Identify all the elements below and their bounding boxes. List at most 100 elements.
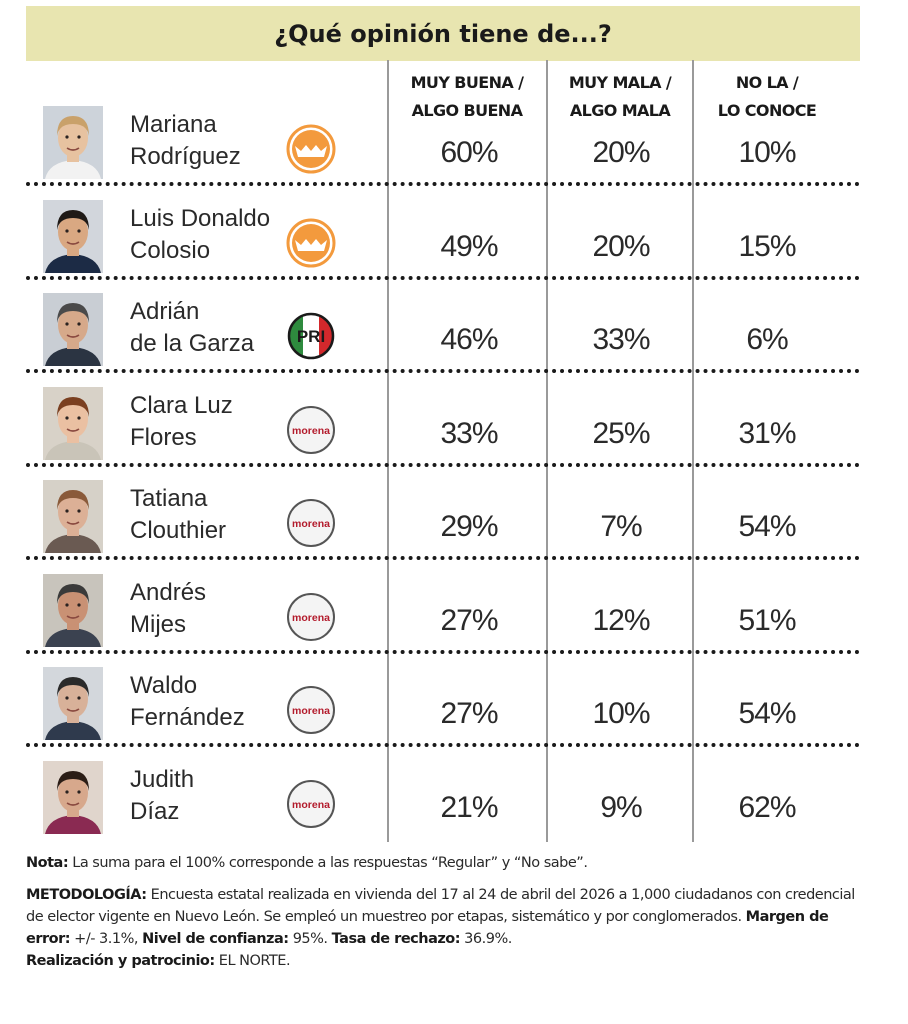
morena-logo: morena [286, 685, 336, 735]
metodologia-paragraph: METODOLOGÍA: Encuesta estatal realizada … [26, 884, 866, 972]
candidate-photo [43, 760, 103, 834]
table-row: Judith Díaz morena 21% 9% 62% [26, 748, 860, 841]
rechazo-label: Tasa de rechazo: [331, 931, 461, 947]
value-good: 21% [440, 790, 498, 824]
morena-logo-text: morena [292, 799, 330, 811]
candidate-name-line: Clara Luz [130, 391, 233, 419]
candidate-name-line: Mijes [130, 610, 187, 638]
value-good: 60% [440, 136, 498, 169]
realizacion-label: Realización y patrocinio: [26, 953, 215, 969]
value-unknown: 10% [738, 136, 796, 169]
candidate-name-line: Mariana [130, 111, 217, 138]
value-unknown: 15% [738, 229, 796, 263]
value-good: 27% [440, 697, 498, 730]
margen-label: Margen de error: [26, 909, 829, 947]
metodologia-text: Encuesta estatal realizada en vivienda d… [26, 887, 855, 925]
value-bad: 10% [592, 697, 650, 730]
morena-logo-text: morena [292, 518, 330, 530]
morena-logo: morena [286, 405, 336, 455]
value-good: 49% [440, 229, 498, 263]
candidate-name: Tatiana Clouthier [130, 483, 300, 547]
rechazo-value: 36.9%. [464, 931, 512, 947]
candidate-photo [43, 480, 103, 553]
column-header-line: ALGO MALA [569, 101, 671, 120]
morena-logo: morena [286, 592, 336, 642]
pri-logo-text: PRI [297, 327, 325, 346]
column-header-unknown: NO LA / LO CONOCE [694, 66, 840, 128]
value-bad: 20% [592, 136, 650, 169]
candidate-photo [43, 667, 103, 740]
value-good: 27% [440, 603, 498, 637]
candidate-name-line: Díaz [130, 797, 180, 825]
table-row: Clara Luz Flores morena 33% 25% 31% [26, 374, 860, 467]
candidate-name: Waldo Fernández [130, 670, 300, 734]
column-header-bad: MUY MALA / ALGO MALA [548, 66, 692, 128]
value-bad: 20% [592, 229, 650, 263]
row-separator [26, 369, 860, 373]
chart-title: ¿Qué opinión tiene de...? [26, 6, 860, 61]
morena-logo-text: morena [292, 705, 330, 717]
candidate-name: Andrés Mijes [130, 577, 300, 641]
candidate-name: Adrián de la Garza [130, 296, 300, 360]
table-row: Luis Donaldo Colosio 49% 20% 15% [26, 187, 860, 280]
morena-logo-text: morena [292, 612, 330, 624]
table-row: Andrés Mijes morena 27% 12% 51% [26, 561, 860, 654]
candidate-name-line: Luis Donaldo [130, 204, 271, 232]
candidate-name: Judith Díaz [130, 764, 300, 828]
candidate-photo [43, 386, 103, 460]
value-unknown: 62% [738, 790, 796, 824]
candidate-name-line: Judith [130, 765, 195, 793]
row-separator [26, 743, 860, 747]
candidate-name-line: Clouthier [130, 517, 227, 544]
value-bad: 12% [592, 603, 650, 637]
realizacion-value: EL NORTE. [218, 953, 291, 969]
value-unknown: 6% [746, 323, 788, 356]
candidate-photo [43, 106, 103, 179]
column-header-line: MUY BUENA / [410, 73, 524, 92]
value-bad: 7% [600, 510, 642, 543]
candidate-name: Clara Luz Flores [130, 390, 300, 454]
row-separator [26, 275, 860, 280]
value-unknown: 51% [738, 603, 796, 637]
morena-logo: morena [286, 498, 336, 548]
column-header-line: NO LA / [735, 73, 799, 92]
candidate-photo [43, 199, 103, 273]
value-good: 33% [440, 416, 498, 450]
candidate-photo [43, 573, 103, 647]
confianza-value: 95%. [292, 931, 328, 947]
table-row: Adrián de la Garza PRI 46% 33% 6% [26, 280, 860, 373]
pri-logo: PRI [286, 311, 336, 361]
column-header-line: MUY MALA / [568, 73, 672, 92]
candidate-name: Mariana Rodríguez [130, 109, 300, 173]
value-bad: 25% [592, 416, 650, 450]
value-good: 29% [440, 510, 498, 543]
column-header-line: LO CONOCE [717, 101, 817, 120]
value-bad: 9% [600, 790, 642, 824]
table-row: Waldo Fernández morena 27% 10% 54% [26, 654, 860, 747]
candidate-name-line: Flores [130, 423, 197, 451]
metodologia-label: METODOLOGÍA: [26, 887, 147, 903]
value-unknown: 54% [738, 510, 796, 543]
row-separator [26, 649, 860, 654]
confianza-label: Nivel de confianza: [142, 931, 289, 947]
column-divider [387, 60, 389, 842]
nota-label: Nota: [26, 855, 69, 871]
table-row: Mariana Rodríguez 60% 20% 10% [26, 93, 860, 186]
value-unknown: 54% [738, 697, 796, 730]
nota-text: La suma para el 100% corresponde a las r… [72, 855, 588, 871]
value-bad: 33% [592, 323, 650, 356]
candidate-name-line: Colosio [130, 236, 211, 264]
candidate-name-line: Rodríguez [130, 143, 241, 170]
column-header-line: ALGO BUENA [411, 101, 523, 120]
nota-paragraph: Nota: La suma para el 100% corresponde a… [26, 852, 866, 874]
row-separator [26, 182, 860, 186]
candidate-name: Luis Donaldo Colosio [130, 203, 300, 267]
value-unknown: 31% [738, 416, 796, 450]
footnotes: Nota: La suma para el 100% corresponde a… [26, 852, 866, 982]
candidate-name-line: Waldo [130, 672, 198, 699]
margen-value: +/- 3.1%, [74, 931, 138, 947]
table-row: Tatiana Clouthier morena 29% 7% 54% [26, 467, 860, 560]
movimiento-ciudadano-logo [286, 124, 336, 174]
column-divider [692, 60, 694, 842]
row-separator [26, 462, 860, 467]
